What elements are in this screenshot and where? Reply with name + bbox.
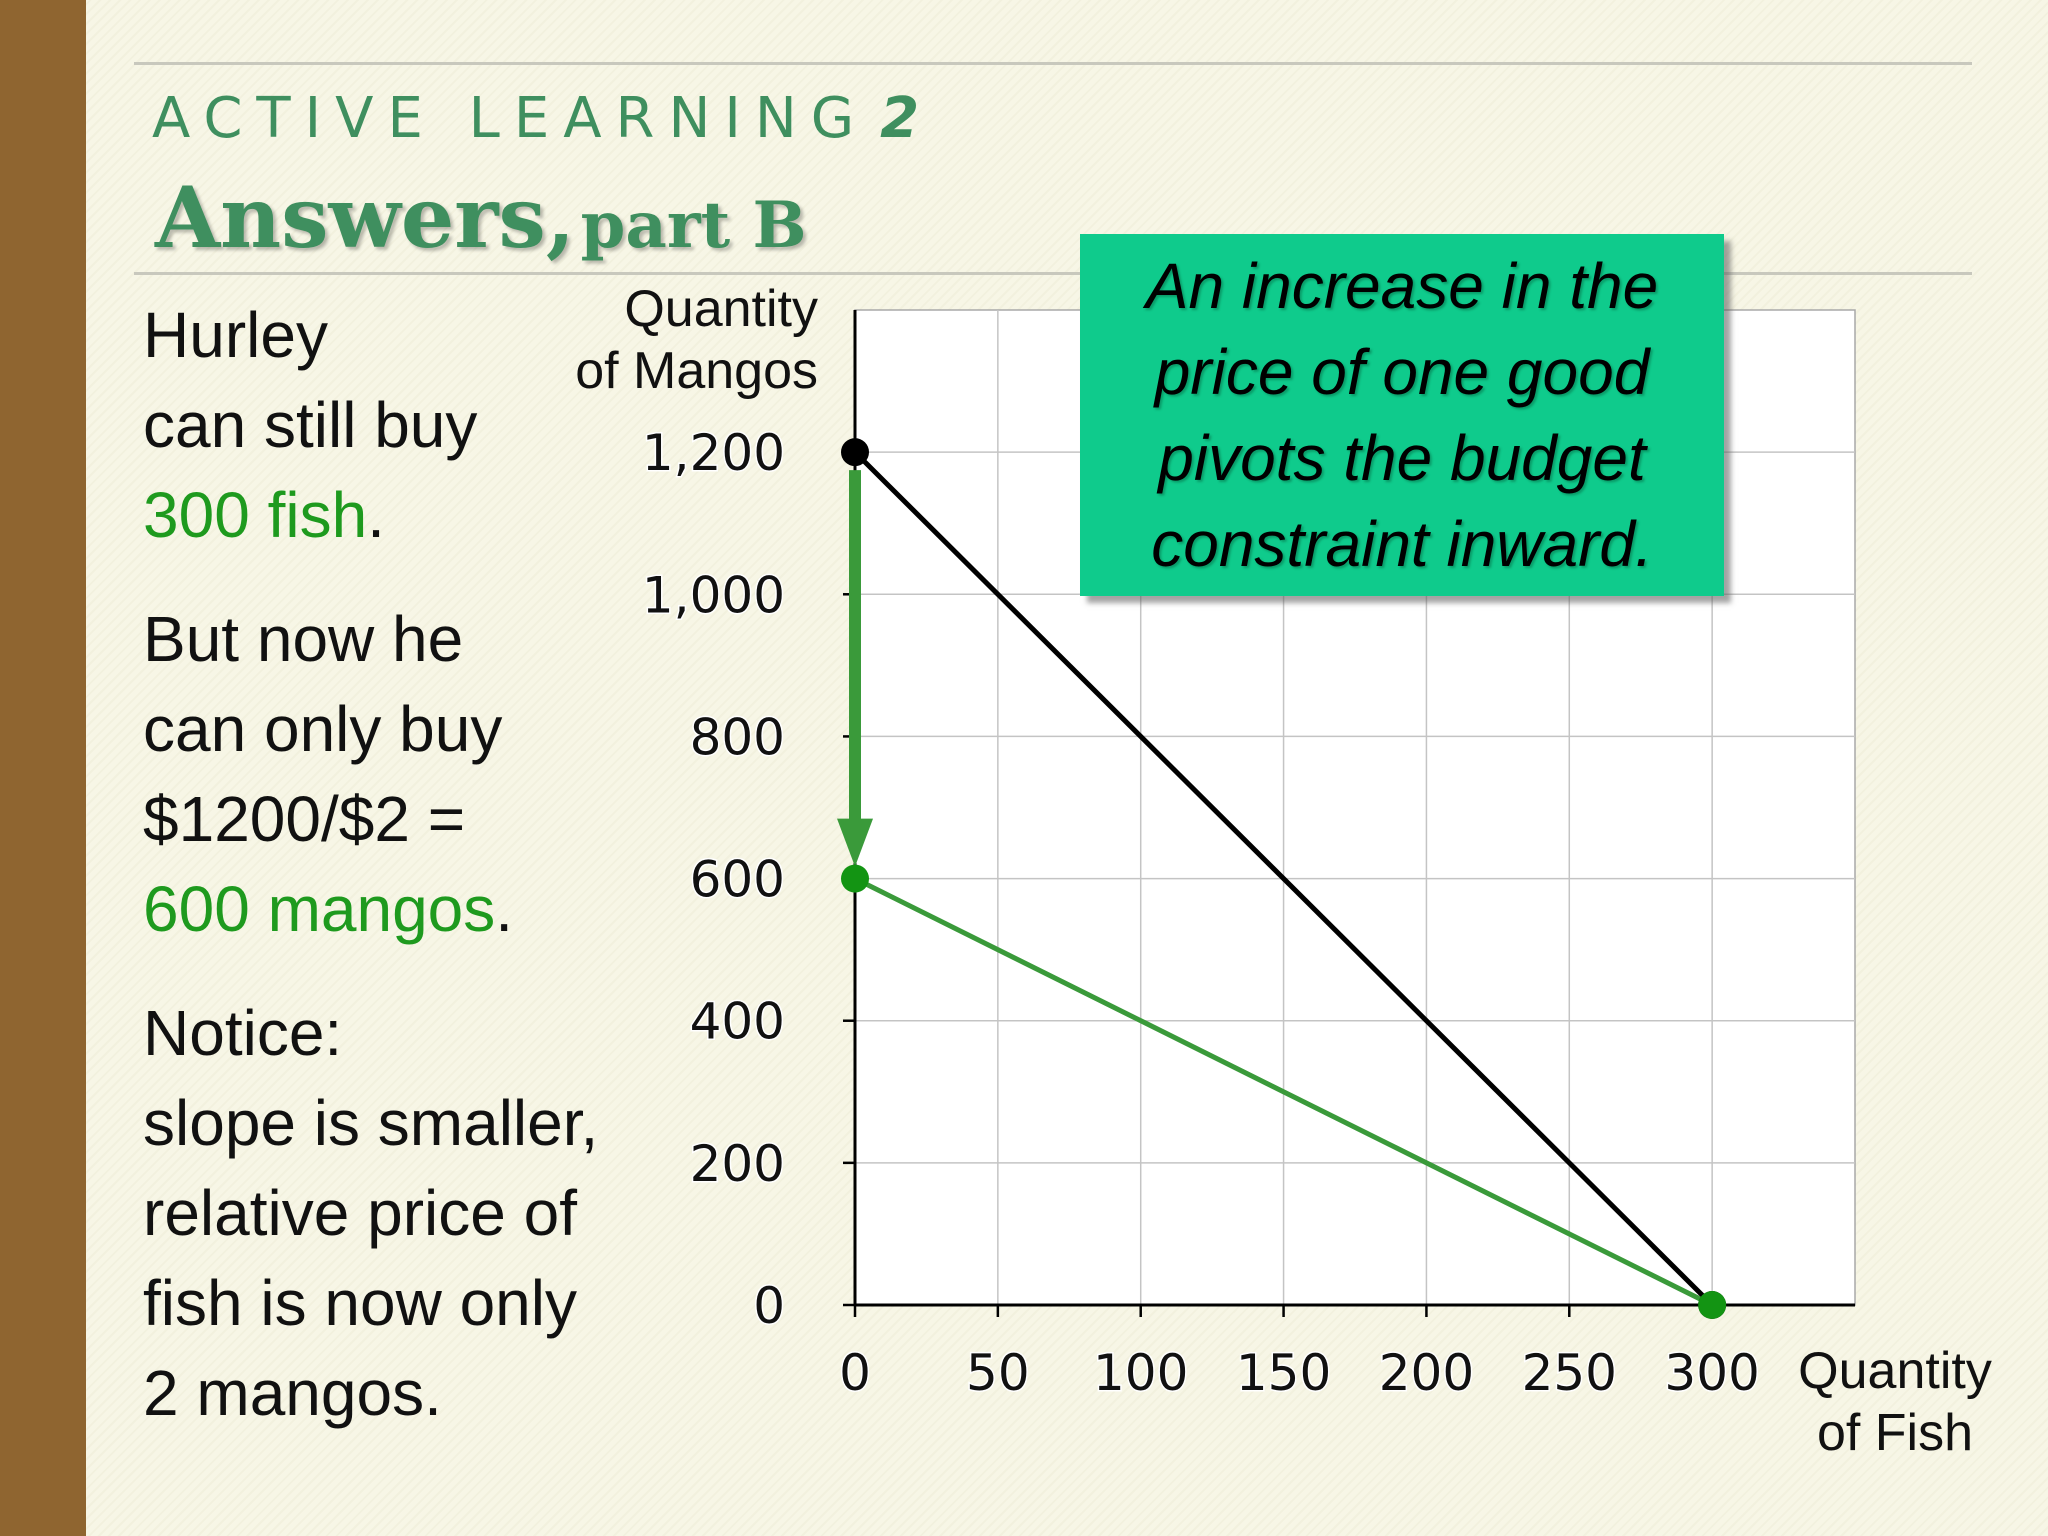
kicker-text: ACTIVE LEARNING xyxy=(152,86,869,151)
section-kicker: ACTIVE LEARNING 2 xyxy=(152,86,919,151)
x-tick-label: 100 xyxy=(1093,1344,1188,1402)
x-axis-label-line: of Fish xyxy=(1816,1404,1974,1462)
y-tick-label: 600 xyxy=(690,851,785,909)
y-axis-label-line: Quantity xyxy=(624,280,818,338)
new-budget-line xyxy=(853,876,1714,1308)
text-punct: . xyxy=(495,873,514,945)
x-axis-label: Quantity of Fish xyxy=(1790,1340,2000,1464)
y-axis-label-line: of Mangos xyxy=(575,342,818,400)
callout-text: An increase in the price of one good piv… xyxy=(1145,250,1659,580)
page-title: Answers, part B xyxy=(155,168,807,267)
x-tick-label: 200 xyxy=(1379,1344,1474,1402)
text-line: Hurley xyxy=(143,299,328,371)
explanation-paragraph-3: Notice: slope is smaller, relative price… xyxy=(143,988,663,1438)
x-tick-label: 0 xyxy=(839,1344,871,1402)
side-accent-bar xyxy=(0,0,86,1536)
kicker-number: 2 xyxy=(880,86,920,151)
x-tick-label: 250 xyxy=(1522,1344,1617,1402)
x-tick-label: 300 xyxy=(1664,1344,1759,1402)
text-line: can still buy xyxy=(143,389,478,461)
callout-box: An increase in the price of one good piv… xyxy=(1080,234,1724,596)
x-tick-label: 50 xyxy=(966,1344,1030,1402)
text-line: Notice: xyxy=(143,997,343,1069)
explanation-paragraph-2: But now he can only buy $1200/$2 = 600 m… xyxy=(143,594,663,954)
y-tick-label: 200 xyxy=(690,1135,785,1193)
text-line: slope is smaller, xyxy=(143,1087,599,1159)
new-line-point xyxy=(841,864,869,893)
shift-arrow-head xyxy=(837,818,873,867)
text-line: But now he xyxy=(143,603,464,675)
text-line: relative price of xyxy=(143,1177,577,1249)
y-tick-label: 1,000 xyxy=(642,566,785,624)
y-axis-label: Quantity of Mangos xyxy=(575,278,818,402)
original-budget-line xyxy=(853,450,1714,1307)
text-line: 2 mangos. xyxy=(143,1357,442,1429)
y-tick-label: 800 xyxy=(690,708,785,766)
explanation-text: Hurley can still buy 300 fish. But now h… xyxy=(143,290,663,1472)
title-sub: part B xyxy=(580,188,807,263)
x-axis-label-line: Quantity xyxy=(1798,1342,1992,1400)
title-main: Answers, xyxy=(155,168,576,267)
y-tick-label: 0 xyxy=(753,1277,785,1335)
highlight-fish: 300 fish xyxy=(143,479,368,551)
new-line-point xyxy=(1698,1291,1727,1319)
y-tick-label: 400 xyxy=(690,993,785,1051)
text-punct: . xyxy=(367,479,385,551)
original-line-point xyxy=(841,438,869,467)
text-line: can only buy xyxy=(143,693,503,765)
top-divider xyxy=(134,62,1972,65)
highlight-mangos: 600 mangos xyxy=(143,873,496,945)
x-tick-label: 150 xyxy=(1236,1344,1331,1402)
explanation-paragraph-1: Hurley can still buy 300 fish. xyxy=(143,290,663,560)
y-tick-label: 1,200 xyxy=(642,424,785,482)
text-line: $1200/$2 = xyxy=(143,783,466,855)
text-line: fish is now only xyxy=(143,1267,577,1339)
header-divider xyxy=(134,272,1972,275)
